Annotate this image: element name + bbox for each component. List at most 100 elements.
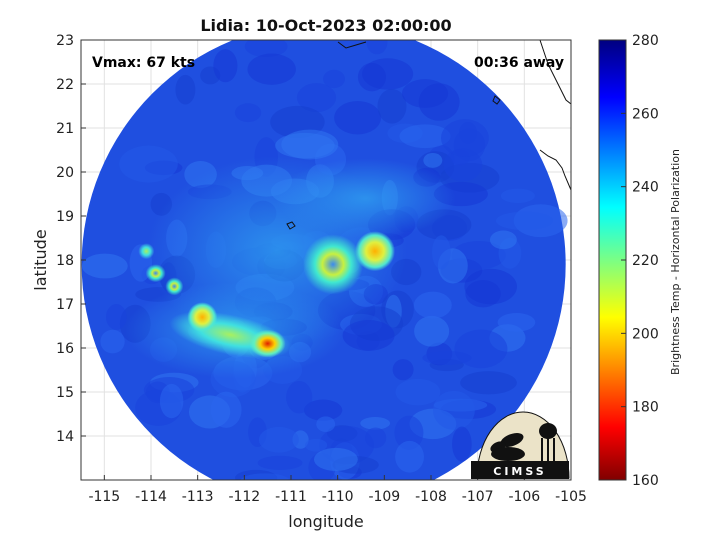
x-axis-label: longitude — [288, 512, 363, 531]
feature-band-nw-2 — [165, 277, 184, 296]
texture-blob — [394, 415, 424, 450]
feature-band-core — [249, 329, 286, 358]
texture-blob — [213, 49, 238, 83]
x-tick-label: -108 — [415, 489, 447, 505]
colorbar-label: Brightness Temp - Horizontal Polarizatio… — [669, 149, 682, 375]
texture-blob — [81, 253, 128, 279]
texture-blob — [395, 378, 441, 406]
y-tick-label: 21 — [56, 121, 74, 137]
feature-eyewall-east — [355, 231, 395, 272]
texture-blob — [240, 473, 290, 480]
logo-band — [471, 461, 569, 479]
texture-blob — [413, 291, 452, 319]
colorbar-tick-label: 280 — [632, 33, 659, 49]
colorbar-tick-label: 160 — [632, 473, 659, 489]
texture-blob — [313, 447, 358, 471]
storm-features — [138, 231, 395, 359]
x-tick-label: -106 — [508, 489, 540, 505]
texture-blob — [100, 329, 125, 354]
texture-blob — [414, 315, 450, 347]
x-tick-label: -112 — [228, 489, 260, 505]
texture-blob — [401, 79, 449, 108]
texture-blob — [159, 383, 184, 419]
feature-eyewall — [303, 234, 363, 295]
y-tick-label: 18 — [56, 253, 74, 269]
y-tick-label: 15 — [56, 385, 74, 401]
texture-blob — [460, 371, 517, 395]
texture-blob — [296, 83, 337, 113]
x-tick-label: -113 — [182, 489, 214, 505]
y-axis-label: latitude — [31, 229, 50, 290]
colorbar: 160 180 200 220 240 260 280 Brightness Temp - … — [598, 33, 682, 489]
chart-title: Lidia: 10-Oct-2023 02:00:00 — [200, 16, 451, 35]
texture-blob — [334, 101, 382, 135]
rainband-glow — [275, 158, 456, 239]
microwave-swath — [81, 40, 568, 480]
logo-text: CIMSS — [493, 465, 546, 478]
texture-blob — [497, 313, 536, 332]
x-tick-label: -114 — [135, 489, 167, 505]
texture-blob — [323, 69, 346, 89]
feature-band-west — [187, 302, 218, 333]
colorbar-tick-label: 200 — [632, 326, 659, 342]
x-tick-label: -111 — [275, 489, 307, 505]
time-away-label: 00:36 away — [474, 55, 564, 71]
texture-blob — [342, 320, 395, 351]
texture-blob — [234, 103, 262, 123]
y-tick-label: 19 — [56, 209, 74, 225]
logo-tower — [539, 423, 557, 461]
texture-blob — [399, 124, 451, 149]
texture-blob — [366, 40, 388, 55]
texture-blob — [303, 399, 343, 421]
texture-blob — [454, 329, 508, 369]
texture-blob — [432, 235, 451, 270]
x-tick-label: -110 — [322, 489, 354, 505]
texture-blob — [257, 455, 303, 470]
texture-blob — [316, 416, 336, 432]
texture-blob — [443, 148, 483, 182]
texture-blob — [500, 188, 535, 204]
texture-blob — [258, 426, 299, 453]
texture-blob — [175, 74, 196, 105]
colorbar-tick-label: 180 — [632, 400, 659, 416]
y-axis-ticks: 14 15 16 17 18 19 20 21 22 23 — [56, 33, 86, 445]
x-tick-label: -107 — [462, 489, 494, 505]
texture-blob — [395, 440, 424, 473]
texture-blob — [210, 391, 242, 428]
texture-blob — [377, 88, 407, 124]
feature-band-nw-3 — [138, 243, 155, 260]
texture-blob — [247, 53, 296, 85]
colorbar-tick-label: 240 — [632, 180, 659, 196]
texture-blob — [286, 380, 313, 414]
texture-blob — [495, 211, 553, 231]
texture-blob — [275, 132, 335, 159]
y-tick-label: 16 — [56, 341, 74, 357]
texture-blob — [452, 426, 472, 462]
texture-blob — [432, 390, 475, 430]
y-tick-label: 23 — [56, 33, 74, 49]
x-tick-label: -105 — [555, 489, 587, 505]
vmax-label: Vmax: 67 kts — [92, 55, 195, 71]
texture-blob — [392, 359, 414, 381]
texture-blob — [364, 427, 387, 449]
texture-blob — [441, 119, 489, 157]
texture-blob — [105, 304, 127, 330]
texture-blob — [244, 40, 288, 58]
x-tick-label: -109 — [368, 489, 400, 505]
y-tick-label: 17 — [56, 297, 74, 313]
swath-texture — [81, 40, 568, 480]
colorbar-tick-label: 260 — [632, 106, 659, 122]
texture-blob — [304, 438, 328, 452]
feature-band-nw-1 — [145, 264, 166, 283]
y-tick-label: 22 — [56, 77, 74, 93]
y-tick-label: 14 — [56, 429, 74, 445]
texture-blob — [360, 416, 391, 430]
coastline — [286, 39, 572, 230]
x-axis-ticks: -115 -114 -113 -112 -111 -110 -109 -108 -107 -106… — [88, 475, 587, 505]
x-tick-label: -115 — [88, 489, 120, 505]
texture-blob — [362, 58, 414, 90]
texture-blob — [423, 152, 443, 168]
texture-blob — [119, 145, 178, 183]
colorbar-tick-label: 220 — [632, 253, 659, 269]
